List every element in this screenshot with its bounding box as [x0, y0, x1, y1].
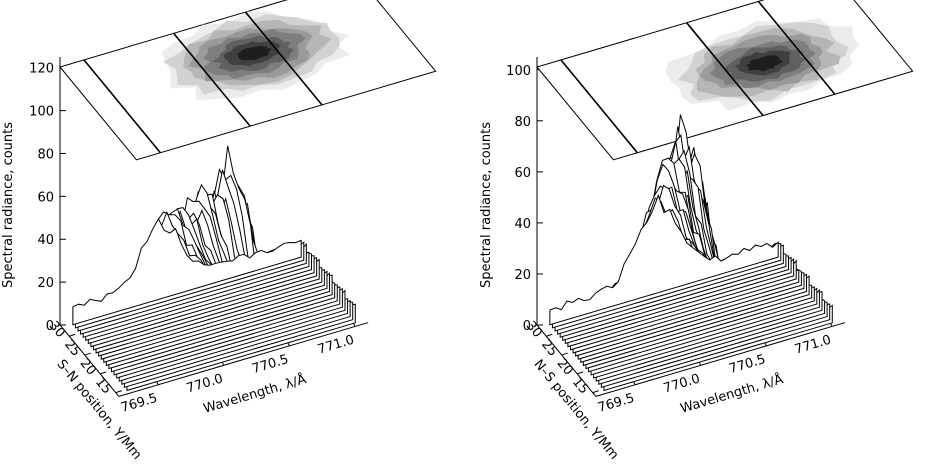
z-tick-label: 100 — [506, 64, 531, 79]
y-tick-mark — [69, 333, 76, 337]
z-tick-label: 120 — [29, 62, 54, 77]
z-tick-label: 20 — [37, 276, 54, 291]
y-tick-mark — [561, 352, 568, 356]
slit-line — [244, 11, 323, 106]
y-axis-line — [536, 324, 597, 397]
z-axis-label: Spectral radiance, counts — [479, 122, 494, 288]
spectral-profile — [549, 193, 779, 326]
z-tick-label: 0 — [46, 319, 54, 334]
x-axis-line — [595, 322, 846, 397]
z-tick-label: 60 — [37, 190, 54, 205]
slit-line — [757, 0, 836, 95]
y-tick-mark — [84, 352, 91, 356]
profiles — [72, 145, 356, 392]
slit-line — [173, 32, 251, 127]
x-axis-line — [118, 322, 369, 397]
y-tick-mark — [100, 371, 107, 375]
z-tick-label: 80 — [37, 147, 54, 162]
z-tick-label: 0 — [523, 319, 531, 334]
slit-line — [685, 22, 764, 117]
y-axis-line — [59, 324, 120, 397]
z-tick-label: 40 — [37, 233, 54, 248]
z-tick-label: 60 — [514, 166, 531, 181]
profiles — [549, 114, 833, 392]
chart-panel-left: 0 20 40 60 80 100 120 Spectral radiance, counts… — [1, 0, 437, 463]
y-tick-mark — [546, 333, 553, 337]
y-tick-mark — [577, 371, 584, 375]
y-tick-mark — [115, 390, 122, 394]
z-tick-label: 40 — [514, 217, 531, 232]
spectral-profile — [72, 217, 302, 326]
contour-level — [237, 45, 272, 61]
y-tick-mark — [592, 390, 599, 394]
z-axis-label: Spectral radiance, counts — [1, 122, 16, 288]
z-tick-label: 20 — [514, 268, 531, 283]
contour-plane — [59, 0, 437, 161]
contour-plane — [536, 0, 914, 161]
z-tick-label: 100 — [29, 105, 54, 120]
contour-level — [746, 55, 783, 71]
z-tick-label: 80 — [514, 115, 531, 130]
slit-line — [83, 59, 161, 154]
slit-line — [560, 59, 638, 154]
